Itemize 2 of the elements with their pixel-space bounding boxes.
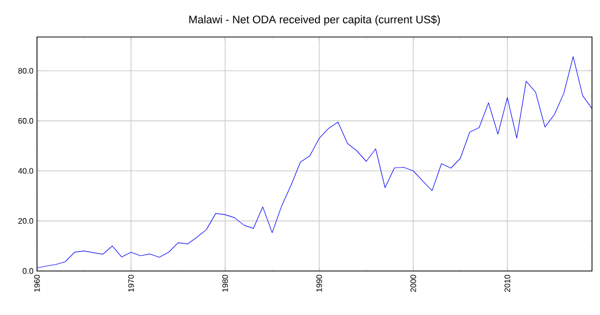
chart-title: Malawi - Net ODA received per capita (current US$)	[189, 15, 440, 26]
line-series	[37, 56, 592, 268]
